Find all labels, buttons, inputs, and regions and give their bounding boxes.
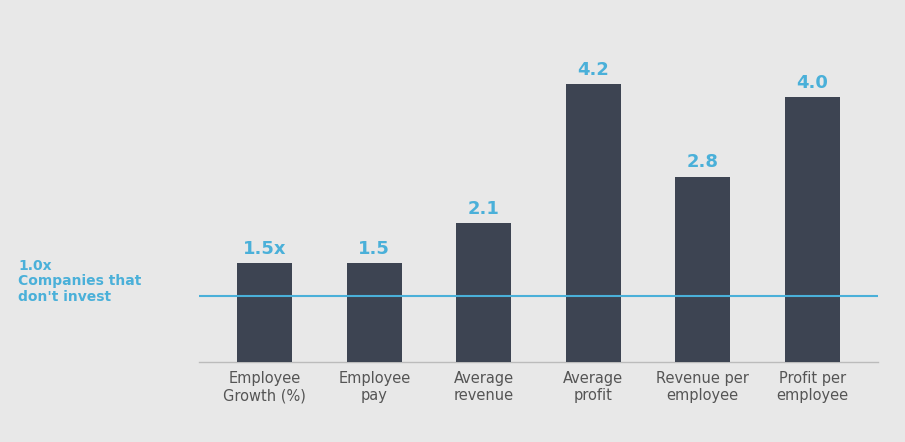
Bar (456, 223, 511, 362)
Text: 4.2: 4.2 (577, 61, 609, 79)
Text: 4.0: 4.0 (796, 74, 828, 92)
Bar (785, 97, 840, 362)
Text: 2.1: 2.1 (468, 200, 500, 218)
Text: 1.0x: 1.0x (18, 259, 52, 273)
Text: Companies that
don't invest: Companies that don't invest (18, 274, 141, 304)
Text: 1.5x: 1.5x (243, 240, 287, 258)
Text: 1.5: 1.5 (358, 240, 390, 258)
Text: 2.8: 2.8 (687, 153, 719, 171)
Bar (347, 263, 402, 362)
Bar (237, 263, 292, 362)
Bar (675, 177, 730, 362)
Bar (566, 84, 621, 362)
